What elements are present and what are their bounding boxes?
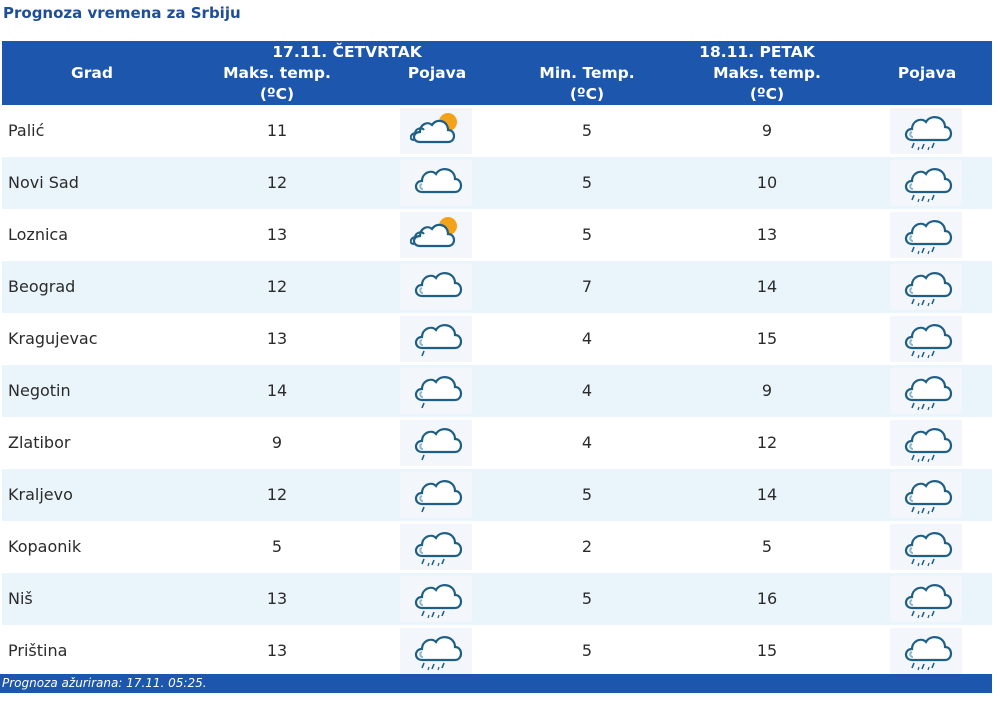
day1-max-temp: 5 [271, 537, 283, 556]
rain-cloud-icon [890, 368, 962, 414]
day2-min-temp: 4 [581, 329, 593, 348]
table-row: Kopaonik 5 2 5 [2, 521, 992, 573]
table-row: Kragujevac 13 4 15 [2, 313, 992, 365]
table-row: Zlatibor 9 4 12 [2, 417, 992, 469]
day2-min-temp-unit: (ºC) [569, 85, 605, 103]
light-rain-cloud-icon [400, 420, 472, 466]
day2-min-temp: 5 [581, 485, 593, 504]
day2-heading: 18.11. PETAK [699, 43, 815, 61]
day2-max-temp: 13 [756, 225, 778, 244]
table-row: Beograd 12 7 14 [2, 261, 992, 313]
table-body: Palić 11 5 9 Novi Sad 12 5 10 Loznica 13 5 13 Beogra… [2, 105, 992, 677]
partly-sunny-cloud-icon [400, 108, 472, 154]
day1-max-temp: 12 [266, 173, 288, 192]
day1-max-temp: 13 [266, 329, 288, 348]
city-name: Negotin [8, 381, 71, 400]
city-name: Beograd [8, 277, 76, 296]
day1-max-temp: 9 [271, 433, 283, 452]
update-timestamp: Prognoza ažurirana: 17.11. 05:25. [2, 676, 207, 690]
day2-max-temp: 15 [756, 329, 778, 348]
day1-max-temp-unit: (ºC) [259, 85, 295, 103]
city-name: Novi Sad [8, 173, 79, 192]
rain-cloud-icon [890, 264, 962, 310]
day1-max-temp: 13 [266, 225, 288, 244]
table-row: Palić 11 5 9 [2, 105, 992, 157]
city-name: Niš [8, 589, 33, 608]
day1-max-temp: 13 [266, 589, 288, 608]
day2-max-temp: 14 [756, 277, 778, 296]
day1-max-temp: 12 [266, 485, 288, 504]
table-header: 17.11. ČETVRTAK 18.11. PETAK Grad Maks. … [2, 41, 992, 105]
day1-max-temp: 11 [266, 121, 288, 140]
forecast-table: 17.11. ČETVRTAK 18.11. PETAK Grad Maks. … [2, 41, 992, 677]
light-rain-cloud-icon [400, 368, 472, 414]
day2-min-temp: 2 [581, 537, 593, 556]
day2-max-temp-header: Maks. temp. [713, 64, 821, 82]
day2-min-temp: 5 [581, 589, 593, 608]
city-name: Kragujevac [8, 329, 98, 348]
table-row: Loznica 13 5 13 [2, 209, 992, 261]
table-row: Kraljevo 12 5 14 [2, 469, 992, 521]
partly-sunny-cloud-icon [400, 212, 472, 258]
day1-max-temp: 14 [266, 381, 288, 400]
day2-min-temp: 5 [581, 641, 593, 660]
update-footer: Prognoza ažurirana: 17.11. 05:25. [0, 674, 992, 693]
table-row: Novi Sad 12 5 10 [2, 157, 992, 209]
day1-max-temp-header: Maks. temp. [223, 64, 331, 82]
rain-cloud-icon [890, 316, 962, 362]
cloud-icon [400, 160, 472, 206]
day2-min-temp: 4 [581, 433, 593, 452]
light-rain-cloud-icon [400, 316, 472, 362]
city-name: Priština [8, 641, 68, 660]
day2-weather-header: Pojava [897, 64, 957, 82]
day2-max-temp: 16 [756, 589, 778, 608]
day1-heading: 17.11. ČETVRTAK [272, 43, 422, 61]
day1-weather-header: Pojava [407, 64, 467, 82]
table-row: Negotin 14 4 9 [2, 365, 992, 417]
day2-min-temp-header: Min. Temp. [539, 64, 635, 82]
day1-max-temp: 13 [266, 641, 288, 660]
city-name: Zlatibor [8, 433, 71, 452]
day2-min-temp: 4 [581, 381, 593, 400]
cloud-icon [400, 264, 472, 310]
table-row: Niš 13 5 16 [2, 573, 992, 625]
rain-cloud-icon [890, 212, 962, 258]
rain-cloud-icon [400, 524, 472, 570]
day2-min-temp: 5 [581, 225, 593, 244]
rain-cloud-icon [890, 576, 962, 622]
day2-max-temp: 5 [761, 537, 773, 556]
day2-max-temp: 9 [761, 121, 773, 140]
city-name: Loznica [8, 225, 69, 244]
light-rain-cloud-icon [400, 472, 472, 518]
day2-max-temp: 14 [756, 485, 778, 504]
rain-cloud-icon [890, 628, 962, 674]
city-column-header: Grad [71, 64, 113, 82]
day2-max-temp: 12 [756, 433, 778, 452]
day2-min-temp: 7 [581, 277, 593, 296]
page-title: Prognoza vremena za Srbiju [3, 4, 241, 22]
rain-cloud-icon [890, 160, 962, 206]
day1-max-temp: 12 [266, 277, 288, 296]
rain-cloud-icon [890, 524, 962, 570]
rain-cloud-icon [400, 628, 472, 674]
day2-min-temp: 5 [581, 121, 593, 140]
city-name: Kopaonik [8, 537, 82, 556]
rain-cloud-icon [890, 472, 962, 518]
day2-max-temp: 10 [756, 173, 778, 192]
table-row: Priština 13 5 15 [2, 625, 992, 677]
city-name: Kraljevo [8, 485, 73, 504]
city-name: Palić [8, 121, 45, 140]
day2-max-temp-unit: (ºC) [749, 85, 785, 103]
rain-cloud-icon [400, 576, 472, 622]
rain-cloud-icon [890, 108, 962, 154]
day2-max-temp: 15 [756, 641, 778, 660]
day2-max-temp: 9 [761, 381, 773, 400]
rain-cloud-icon [890, 420, 962, 466]
day2-min-temp: 5 [581, 173, 593, 192]
